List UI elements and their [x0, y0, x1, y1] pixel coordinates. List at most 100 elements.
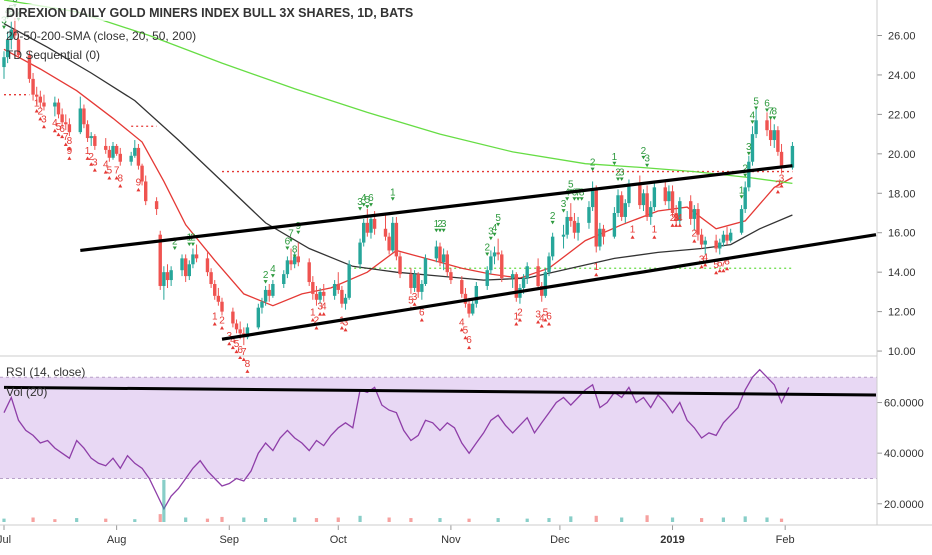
candle-body: [260, 301, 264, 308]
candle: [750, 126, 755, 166]
candle-body: [267, 289, 271, 296]
td-arrow-down-icon: [579, 197, 584, 201]
candle: [111, 142, 115, 160]
td-arrow-up-icon: [536, 320, 541, 324]
candle-body: [362, 222, 366, 243]
vol-legend[interactable]: Vol (20): [6, 385, 47, 399]
candle: [93, 134, 97, 150]
candle-body: [42, 102, 46, 107]
volume-bar: [569, 516, 573, 522]
candle-body: [441, 254, 446, 263]
td-count-label: 3: [317, 302, 323, 313]
candle: [689, 195, 693, 225]
candle-body: [289, 260, 293, 265]
candle-body: [772, 130, 776, 141]
td-arrow-down-icon: [641, 155, 646, 160]
candle-body: [358, 242, 362, 265]
td-count-label: 7: [768, 106, 774, 117]
td-arrow-up-icon: [92, 168, 97, 172]
volume-bar: [2, 518, 6, 522]
td-count-label: 6: [764, 99, 770, 110]
time-tick-label: Feb: [776, 534, 795, 546]
candle: [27, 51, 32, 83]
sma-legend[interactable]: 20-50-200-SMA (close, 20, 50, 200): [6, 29, 196, 43]
time-tick-label: Jul: [0, 534, 11, 546]
candle: [296, 242, 300, 267]
td-arrow-down-icon: [438, 228, 442, 233]
candle: [747, 155, 751, 192]
sma-line: [3, 0, 793, 185]
candle-body: [64, 122, 68, 125]
rsi-axis: 20.0000 40.0000 60.0000: [877, 398, 924, 511]
candle-body: [118, 153, 122, 162]
price-tick-label: 16.00: [888, 228, 916, 240]
td-arrow-down-icon: [750, 120, 755, 124]
td-count-label: 3: [343, 317, 349, 328]
td-arrow-down-icon: [572, 197, 577, 201]
candle-body: [696, 209, 700, 235]
candle: [776, 126, 780, 156]
candle: [725, 226, 729, 245]
candle-body: [282, 274, 286, 284]
candle: [492, 246, 497, 265]
td-count-label: 4: [52, 118, 58, 129]
td-legend[interactable]: TD Sequential (0): [6, 48, 100, 62]
td-arrow-down-icon: [645, 163, 650, 168]
candle-body: [311, 282, 315, 294]
candle-body: [111, 145, 115, 158]
candle: [165, 264, 170, 288]
candle: [169, 266, 173, 286]
candle: [340, 285, 344, 308]
candle: [209, 268, 213, 288]
candle: [194, 244, 199, 263]
td-arrow-up-icon: [779, 183, 784, 188]
candle-body: [391, 222, 395, 251]
td-arrow-up-icon: [67, 146, 72, 150]
candle: [216, 287, 221, 306]
candle-body: [500, 254, 504, 279]
candle-body: [445, 254, 449, 273]
td-arrow-up-icon: [670, 223, 675, 227]
candle-body: [93, 136, 97, 146]
candle-body: [420, 284, 424, 292]
td-arrow-up-icon: [775, 189, 780, 194]
candle: [514, 272, 518, 302]
candle: [365, 209, 370, 237]
td-arrow-down-icon: [616, 177, 621, 182]
rsi-trendline[interactable]: [3, 385, 877, 397]
candle: [369, 214, 373, 239]
td-count-label: 5: [107, 166, 113, 177]
candle: [550, 232, 555, 261]
td-count-label: 6: [466, 335, 472, 346]
candle: [587, 201, 591, 229]
candle-body: [322, 291, 326, 296]
td-arrow-up-icon: [107, 176, 112, 180]
td-arrow-down-icon: [285, 246, 290, 251]
rsi-legend[interactable]: RSI (14, close): [6, 365, 85, 379]
channel-trendline[interactable]: [80, 164, 793, 253]
candle-body: [216, 295, 221, 302]
candle: [489, 250, 493, 275]
td-arrow-up-icon: [699, 264, 704, 269]
volume-bar: [242, 517, 246, 522]
volume-bar: [205, 518, 210, 522]
candle-body: [365, 222, 370, 233]
td-arrow-up-icon: [677, 223, 682, 227]
td-arrow-down-icon: [772, 116, 777, 120]
time-tick-label: Sep: [219, 534, 239, 546]
td-count-label: 5: [543, 308, 549, 319]
td-count-label: 2: [550, 211, 556, 222]
td-arrow-up-icon: [467, 345, 472, 350]
candle: [38, 90, 43, 109]
candle-body: [158, 234, 162, 286]
td-arrow-up-icon: [459, 327, 464, 332]
candle: [347, 260, 351, 300]
candle: [678, 197, 682, 225]
td-arrow-up-icon: [220, 325, 224, 330]
td-count-label: 5: [56, 122, 62, 133]
candle-body: [245, 327, 250, 338]
candle: [82, 104, 86, 129]
candle: [718, 238, 722, 255]
volume-bar: [158, 514, 162, 522]
channel-trendline[interactable]: [221, 233, 877, 341]
